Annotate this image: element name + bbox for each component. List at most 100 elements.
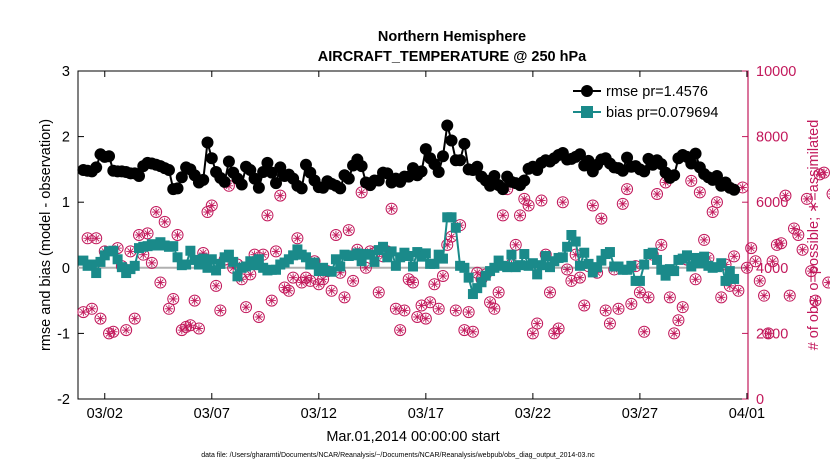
obs-count-point — [77, 306, 90, 319]
obs-assimilated-asterisk — [743, 264, 751, 272]
legend-bias-label: bias pr=0.079694 — [606, 105, 718, 121]
obs-assimilated-asterisk — [491, 305, 498, 313]
obs-count-point — [167, 292, 180, 305]
obs-possible-circle — [188, 294, 201, 307]
obs-count-point — [651, 188, 664, 200]
obs-possible-circle — [205, 199, 218, 212]
rmse-point — [235, 178, 248, 191]
obs-count-point — [698, 233, 711, 246]
obs-assimilated-asterisk — [165, 305, 173, 313]
rmse-point — [257, 166, 270, 179]
obs-count-point — [107, 325, 120, 338]
obs-count-point — [158, 215, 171, 228]
legend-bias-marker — [581, 106, 593, 118]
bias-point — [129, 260, 140, 271]
obs-count-point — [240, 301, 253, 314]
obs-assimilated-asterisk — [289, 274, 297, 281]
obs-count-point — [526, 327, 539, 340]
obs-assimilated-asterisk — [747, 244, 755, 252]
obs-possible-circle — [261, 209, 274, 222]
obs-possible-circle — [805, 265, 818, 278]
obs-count-point — [428, 278, 441, 291]
obs-count-point — [133, 229, 146, 241]
obs-count-point — [796, 243, 809, 256]
rmse-point — [432, 166, 445, 179]
obs-assimilated-asterisk — [623, 185, 631, 193]
obs-possible-circle — [599, 304, 612, 317]
obs-count-point — [599, 304, 612, 317]
y-right-tick-label: 4000 — [756, 261, 788, 277]
obs-count-point — [347, 274, 360, 287]
obs-count-point — [612, 302, 625, 315]
obs-count-point — [740, 261, 753, 274]
bias-point — [476, 277, 487, 288]
obs-possible-circle — [77, 306, 90, 319]
obs-possible-circle — [325, 284, 338, 297]
rmse-point — [90, 161, 103, 174]
obs-possible-circle — [496, 209, 509, 222]
obs-count-point — [282, 284, 295, 297]
obs-possible-circle — [372, 286, 385, 299]
obs-count-point — [265, 294, 278, 307]
obs-possible-circle — [299, 271, 312, 284]
obs-count-point — [449, 304, 462, 317]
obs-assimilated-asterisk — [461, 326, 468, 334]
rmse-point — [471, 160, 484, 173]
bias-point — [562, 241, 573, 252]
obs-assimilated-asterisk — [174, 231, 181, 239]
obs-possible-circle — [291, 232, 304, 245]
obs-possible-circle — [402, 273, 415, 286]
obs-count-point — [150, 206, 163, 219]
obs-assimilated-asterisk — [687, 177, 695, 185]
obs-assimilated-asterisk — [135, 231, 143, 239]
obs-assimilated-asterisk — [824, 280, 830, 286]
obs-count-point — [432, 302, 445, 315]
obs-count-point — [543, 286, 556, 299]
obs-assimilated-asterisk — [700, 236, 708, 244]
bias-point — [112, 254, 123, 265]
obs-count-point — [338, 291, 351, 304]
obs-assimilated-asterisk — [473, 269, 481, 277]
obs-count-point — [484, 296, 497, 309]
rmse-point — [295, 182, 308, 195]
obs-assimilated-asterisk — [255, 313, 263, 321]
obs-count-point — [466, 325, 479, 338]
obs-possible-circle — [603, 317, 616, 330]
obs-assimilated-asterisk — [315, 280, 323, 288]
obs-assimilated-asterisk — [448, 233, 455, 240]
bias-point — [536, 260, 547, 271]
rmse-point — [205, 152, 218, 165]
obs-possible-circle — [689, 273, 702, 286]
obs-assimilated-asterisk — [97, 315, 104, 322]
obs-possible-circle — [573, 271, 586, 284]
obs-assimilated-asterisk — [777, 239, 785, 247]
obs-possible-circle — [342, 224, 355, 237]
obs-assimilated-asterisk — [752, 257, 759, 265]
obs-assimilated-asterisk — [709, 208, 716, 216]
obs-possible-circle — [740, 261, 753, 274]
obs-possible-circle — [120, 324, 133, 337]
rmse-point — [342, 172, 355, 185]
obs-possible-circle — [779, 189, 792, 202]
obs-assimilated-asterisk — [795, 231, 802, 239]
obs-count-point — [638, 325, 651, 338]
obs-possible-circle — [128, 312, 141, 325]
obs-possible-circle — [655, 238, 668, 251]
obs-assimilated-asterisk — [388, 205, 395, 213]
y-axis-label-left: rmse and bias (model - observation) — [38, 119, 54, 351]
obs-assimilated-asterisk — [812, 297, 819, 304]
obs-count-point — [94, 312, 107, 325]
legend-box — [580, 78, 743, 128]
bias-point — [403, 250, 414, 261]
obs-possible-circle — [706, 206, 719, 219]
y-left-tick-label: 0 — [62, 261, 70, 277]
obs-count-point — [766, 255, 779, 268]
obs-assimilated-asterisk — [576, 274, 584, 281]
obs-count-point — [488, 302, 501, 315]
x-axis-ticks: 03/02 03/07 03/12 03/17 03/22 03/27 04/01 — [87, 71, 765, 422]
bias-point — [596, 255, 607, 266]
obs-possible-circle — [150, 206, 163, 219]
bias-point — [634, 275, 645, 286]
obs-possible-circle — [107, 325, 120, 338]
